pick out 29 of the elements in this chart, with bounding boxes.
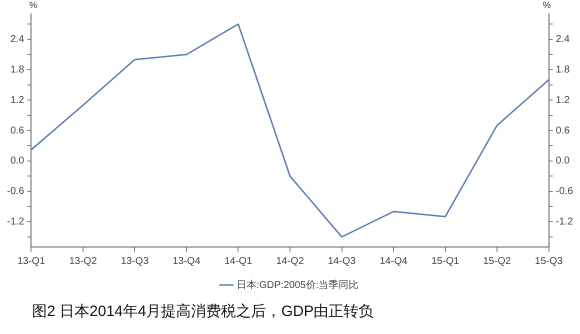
y2-axis-title: % <box>542 0 551 10</box>
y-tick-label: -1.2 <box>6 216 25 228</box>
y2-tick-label: 0.6 <box>556 125 570 136</box>
x-tick-label: 15-Q3 <box>534 256 564 267</box>
y-tick-label: 0.0 <box>10 156 25 167</box>
legend-label: 日本:GDP:2005价:当季同比 <box>236 278 359 291</box>
x-tick-label: 14-Q2 <box>276 256 304 267</box>
y-tick-label: -0.6 <box>6 186 25 198</box>
x-tick-label: 13-Q1 <box>17 256 46 267</box>
y-tick-label: 2.4 <box>10 34 25 46</box>
x-tick-label: 13-Q3 <box>120 256 150 267</box>
x-tick-label: 14-Q3 <box>328 256 356 267</box>
x-tick-label: 14-Q1 <box>224 256 253 267</box>
y-tick-label: 0.6 <box>10 125 25 136</box>
x-tick-label: 15-Q1 <box>431 256 460 267</box>
y-tick-label: 1.2 <box>10 94 25 106</box>
x-tick-label: 13-Q2 <box>69 256 98 267</box>
x-tick-label: 14-Q4 <box>380 256 408 267</box>
x-tick-label: 15-Q2 <box>483 256 512 267</box>
y2-tick-label: 1.8 <box>556 64 570 76</box>
y-axis-title: % <box>29 0 38 10</box>
y-tick-label: 1.8 <box>10 64 25 76</box>
caption: 图2 日本2014年4月提高消费税之后，GDP由正转负 <box>31 302 375 321</box>
y2-tick-label: 2.4 <box>556 34 570 46</box>
y2-tick-label: -1.2 <box>556 216 574 228</box>
y2-tick-label: -0.6 <box>556 186 574 198</box>
y2-tick-label: 0.0 <box>556 156 570 167</box>
x-tick-label: 13-Q4 <box>172 256 201 267</box>
y2-tick-label: 1.2 <box>556 94 570 106</box>
